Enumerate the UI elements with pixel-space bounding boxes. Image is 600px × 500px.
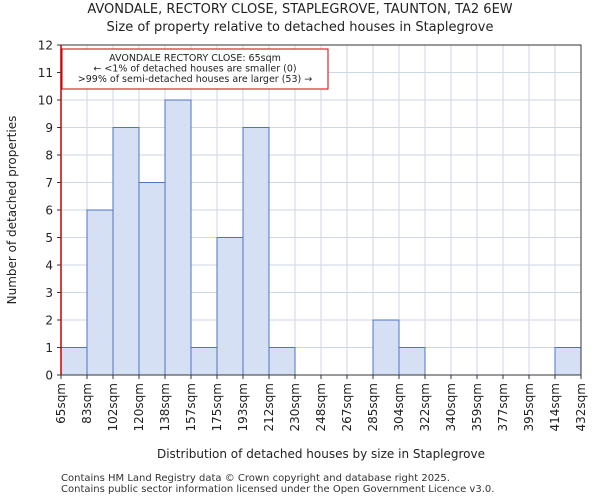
chart-subtitle: Size of property relative to detached ho… [106,20,494,35]
x-axis-label: Distribution of detached houses by size … [157,447,485,461]
x-tick-label-285sqm: 285sqm [366,383,380,431]
y-tick-label-3: 3 [45,286,53,300]
bar-65sqm [60,347,88,376]
x-tick-label-230sqm: 230sqm [288,383,302,431]
y-tick-label-7: 7 [45,176,53,190]
x-tick-label-193sqm: 193sqm [236,383,250,431]
bar-175sqm [216,237,244,376]
bar-138sqm [164,99,192,376]
bar-414sqm [554,347,582,376]
bar-193sqm [242,127,270,376]
x-tick-label-322sqm: 322sqm [418,383,432,431]
bar-83sqm [86,209,114,376]
x-tick-label-377sqm: 377sqm [496,383,510,431]
y-tick-label-5: 5 [45,231,53,245]
x-tick-label-83sqm: 83sqm [80,383,94,424]
y-tick-label-4: 4 [45,259,53,273]
x-tick-label-120sqm: 120sqm [132,383,146,431]
footer-line-1: Contains HM Land Registry data © Crown c… [61,473,450,484]
chart-title: AVONDALE, RECTORY CLOSE, STAPLEGROVE, TA… [87,2,513,17]
bar-102sqm [112,127,140,376]
y-tick-label-8: 8 [45,149,53,163]
annotation-line-3: >99% of semi-detached houses are larger … [78,74,312,85]
x-tick-label-212sqm: 212sqm [262,383,276,431]
x-tick-label-138sqm: 138sqm [158,383,172,431]
x-tick-label-414sqm: 414sqm [548,383,562,431]
grid-lines [60,44,582,376]
x-axis-ticks: 65sqm 83sqm 102sqm 120sqm 138sqm 157sqm 175sqm… [54,375,588,431]
bars [60,99,582,376]
x-tick-label-304sqm: 304sqm [392,383,406,431]
y-tick-label-2: 2 [45,314,53,328]
x-tick-label-175sqm: 175sqm [210,383,224,431]
y-tick-label-9: 9 [45,121,53,135]
y-tick-label-0: 0 [45,369,53,383]
x-tick-label-102sqm: 102sqm [106,383,120,431]
y-tick-label-6: 6 [45,204,53,218]
y-tick-label-10: 10 [38,94,53,108]
bar-285sqm [372,319,400,376]
x-tick-label-340sqm: 340sqm [444,383,458,431]
annotation-line-2: ← <1% of detached houses are smaller (0) [93,64,296,75]
x-tick-label-395sqm: 395sqm [522,383,536,431]
y-tick-label-12: 12 [38,39,53,53]
annotation-line-1: AVONDALE RECTORY CLOSE: 65sqm [109,53,281,64]
y-axis-label: Number of detached properties [5,116,19,305]
bar-212sqm [268,347,296,376]
y-tick-label-11: 11 [38,66,53,80]
annotation-box: AVONDALE RECTORY CLOSE: 65sqm ← <1% of d… [61,48,329,90]
footer-line-2: Contains public sector information licen… [61,484,495,495]
x-tick-label-432sqm: 432sqm [574,383,588,431]
x-tick-label-248sqm: 248sqm [314,383,328,431]
bar-120sqm [138,182,166,376]
x-tick-label-157sqm: 157sqm [184,383,198,431]
x-tick-label-267sqm: 267sqm [340,383,354,431]
bar-157sqm [190,347,218,376]
x-tick-label-359sqm: 359sqm [470,383,484,431]
bar-304sqm [398,347,426,376]
y-tick-label-1: 1 [45,341,53,355]
x-tick-label-65sqm: 65sqm [54,383,68,424]
